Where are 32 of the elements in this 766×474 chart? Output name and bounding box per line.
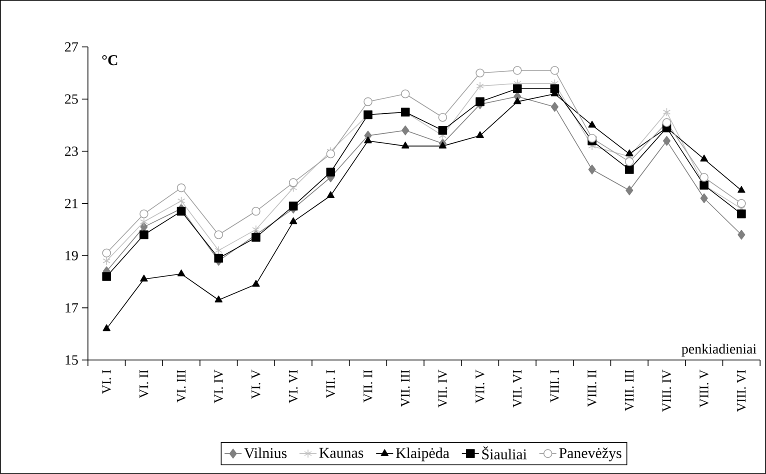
x-tick-label: VIII. IV — [662, 370, 672, 412]
x-tick-label: VI. V — [252, 370, 260, 399]
x-tick-label: VI. III — [176, 370, 186, 402]
x-tick-label: VIII. II — [588, 370, 596, 407]
x-tick-label: VIII. III — [625, 370, 634, 412]
x-tick-label: VIII. I — [550, 370, 560, 402]
x-tick-label: VII. III — [401, 370, 410, 407]
y-tick-label: 21 — [65, 198, 78, 208]
x-tick-label: VI. I — [102, 370, 111, 394]
x-tick-label: VI. II — [140, 370, 148, 398]
x-axis-title: penkiadieniai — [682, 344, 756, 357]
y-tick-label: 27 — [65, 42, 78, 52]
legend-label: Kaunas — [319, 448, 364, 458]
y-tick-label: 19 — [66, 250, 78, 260]
y-tick-label: 25 — [65, 94, 78, 104]
x-tick-label: VII. IV — [438, 370, 448, 408]
legend-label: Panevėžys — [559, 448, 622, 462]
y-tick-label: 23 — [65, 146, 78, 156]
legend-label: Šiauliai — [482, 446, 527, 460]
y-tick-label: 17 — [66, 303, 78, 312]
x-tick-label: VII. VI — [513, 370, 522, 408]
y-tick-label: 15 — [66, 355, 78, 365]
legend-label: Klaipėda — [396, 448, 450, 462]
legend-label: Vilnius — [244, 448, 287, 458]
y-axis-title: °C — [102, 55, 118, 66]
x-tick-label: VII. I — [326, 370, 336, 398]
x-tick-label: VIII. VI — [737, 370, 746, 412]
x-tick-label: VI. IV — [214, 370, 223, 404]
x-tick-label: VIII. V — [700, 370, 708, 408]
x-tick-label: VII. II — [364, 370, 372, 402]
x-tick-label: VII. V — [476, 370, 484, 404]
x-tick-label: VI. VI — [288, 370, 298, 404]
